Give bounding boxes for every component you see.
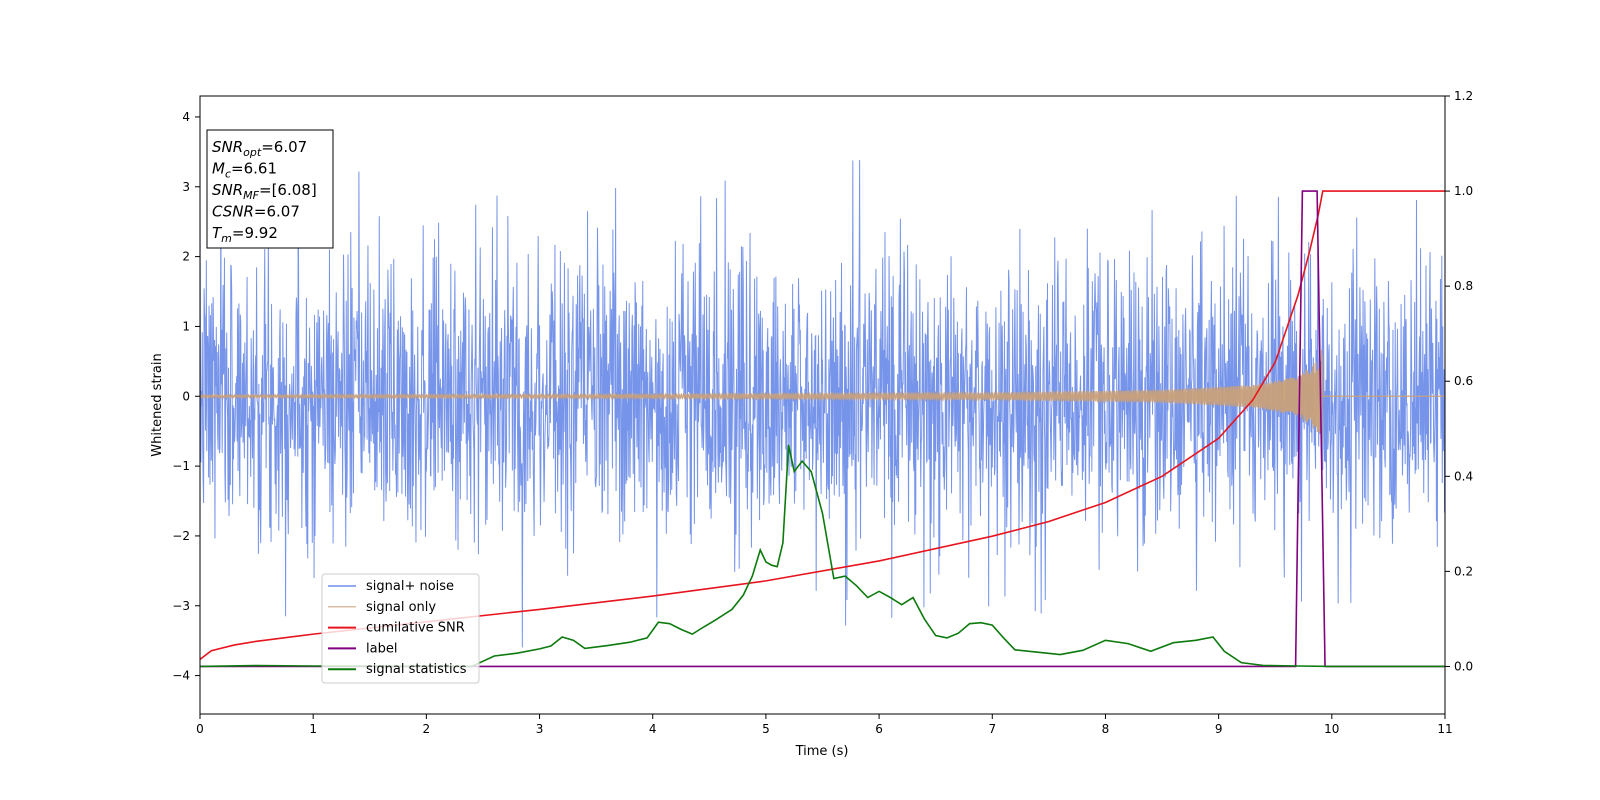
y-left-tick-label: 4 (182, 110, 190, 124)
x-tick-label: 5 (762, 722, 770, 736)
y-left-tick-label: 0 (182, 389, 190, 403)
y-axis-right: 0.0 0.2 0.4 0.6 0.8 1.0 1.2 (1445, 89, 1473, 673)
y-axis-left: −4 −3 −2 −1 0 1 2 3 4 (172, 110, 200, 683)
y-right-tick-label: 0.2 (1454, 564, 1473, 578)
info-symbol: CSNR (212, 203, 254, 221)
x-tick-label: 7 (988, 722, 996, 736)
series-signal-only (200, 349, 1445, 445)
info-value: =[6.08] (259, 181, 317, 199)
info-box-line: SNRMF=[6.08] (212, 181, 317, 202)
y-left-tick-label: −1 (172, 459, 190, 473)
info-value: =9.92 (232, 224, 278, 242)
series-cumilative-snr (200, 190, 1445, 660)
x-tick-label: 0 (196, 722, 204, 736)
info-box-frame (206, 129, 334, 249)
y-left-tick-label: 2 (182, 250, 190, 264)
legend-label-label: label (366, 641, 397, 656)
x-tick-label: 10 (1324, 722, 1339, 736)
legend-label-signal-only: signal only (366, 600, 436, 615)
x-tick-label: 6 (875, 722, 883, 736)
y-left-tick-label: −4 (172, 669, 190, 683)
plot-frame (199, 95, 1446, 715)
y-right-tick-label: 0.6 (1454, 374, 1473, 388)
info-box-line: Tm=9.92 (212, 224, 278, 245)
info-box-line: SNRopt=6.07 (212, 138, 307, 159)
y-left-tick-label: 3 (182, 180, 190, 194)
y-right-tick-label: 1.0 (1454, 184, 1473, 198)
x-tick-label: 11 (1437, 722, 1452, 736)
series-layer (200, 160, 1445, 668)
x-tick-label: 9 (1215, 722, 1223, 736)
info-subscript: MF (243, 189, 259, 202)
legend-frame (321, 573, 480, 684)
y-right-tick-label: 0.8 (1454, 279, 1473, 293)
x-tick-label: 1 (309, 722, 317, 736)
legend-label-signal-noise: signal+ noise (366, 579, 454, 594)
x-axis-label: Time (s) (795, 744, 849, 759)
info-subscript: c (225, 168, 231, 181)
info-symbol: M (212, 160, 225, 178)
info-box-line: CSNR=6.07 (212, 203, 300, 221)
info-symbol: SNR (212, 181, 243, 199)
info-value: =6.07 (261, 138, 307, 156)
info-subscript: m (221, 232, 232, 245)
y-right-tick-label: 0.0 (1454, 659, 1473, 673)
legend-label-cumilative-snr: cumilative SNR (366, 621, 465, 636)
info-subscript: opt (243, 146, 262, 159)
y-left-tick-label: −3 (172, 599, 190, 613)
x-axis: 0 1 2 3 4 5 6 7 8 9 10 11 (196, 714, 1453, 736)
y-left-tick-label: 1 (182, 319, 190, 333)
x-tick-label: 3 (536, 722, 544, 736)
info-symbol: SNR (212, 138, 243, 156)
series-signal-statistics (200, 444, 1445, 668)
y-axis-label-left: Whitened strain (150, 353, 165, 456)
legend-label-signal-statistics: signal statistics (366, 662, 467, 677)
legend: signal+ noise signal only cumilative SNR la… (321, 573, 480, 684)
x-tick-label: 2 (423, 722, 431, 736)
x-tick-label: 8 (1102, 722, 1110, 736)
info-value: =6.07 (254, 203, 300, 221)
y-left-tick-label: −2 (172, 529, 190, 543)
x-tick-label: 4 (649, 722, 657, 736)
info-value: =6.61 (231, 160, 277, 178)
y-right-tick-label: 0.4 (1454, 469, 1473, 483)
info-symbol: T (212, 224, 223, 242)
info-box-line: Mc=6.61 (212, 160, 277, 181)
y-right-tick-label: 1.2 (1454, 89, 1473, 103)
info-box: SNRopt=6.07Mc=6.61SNRMF=[6.08]CSNR=6.07T… (206, 129, 334, 249)
